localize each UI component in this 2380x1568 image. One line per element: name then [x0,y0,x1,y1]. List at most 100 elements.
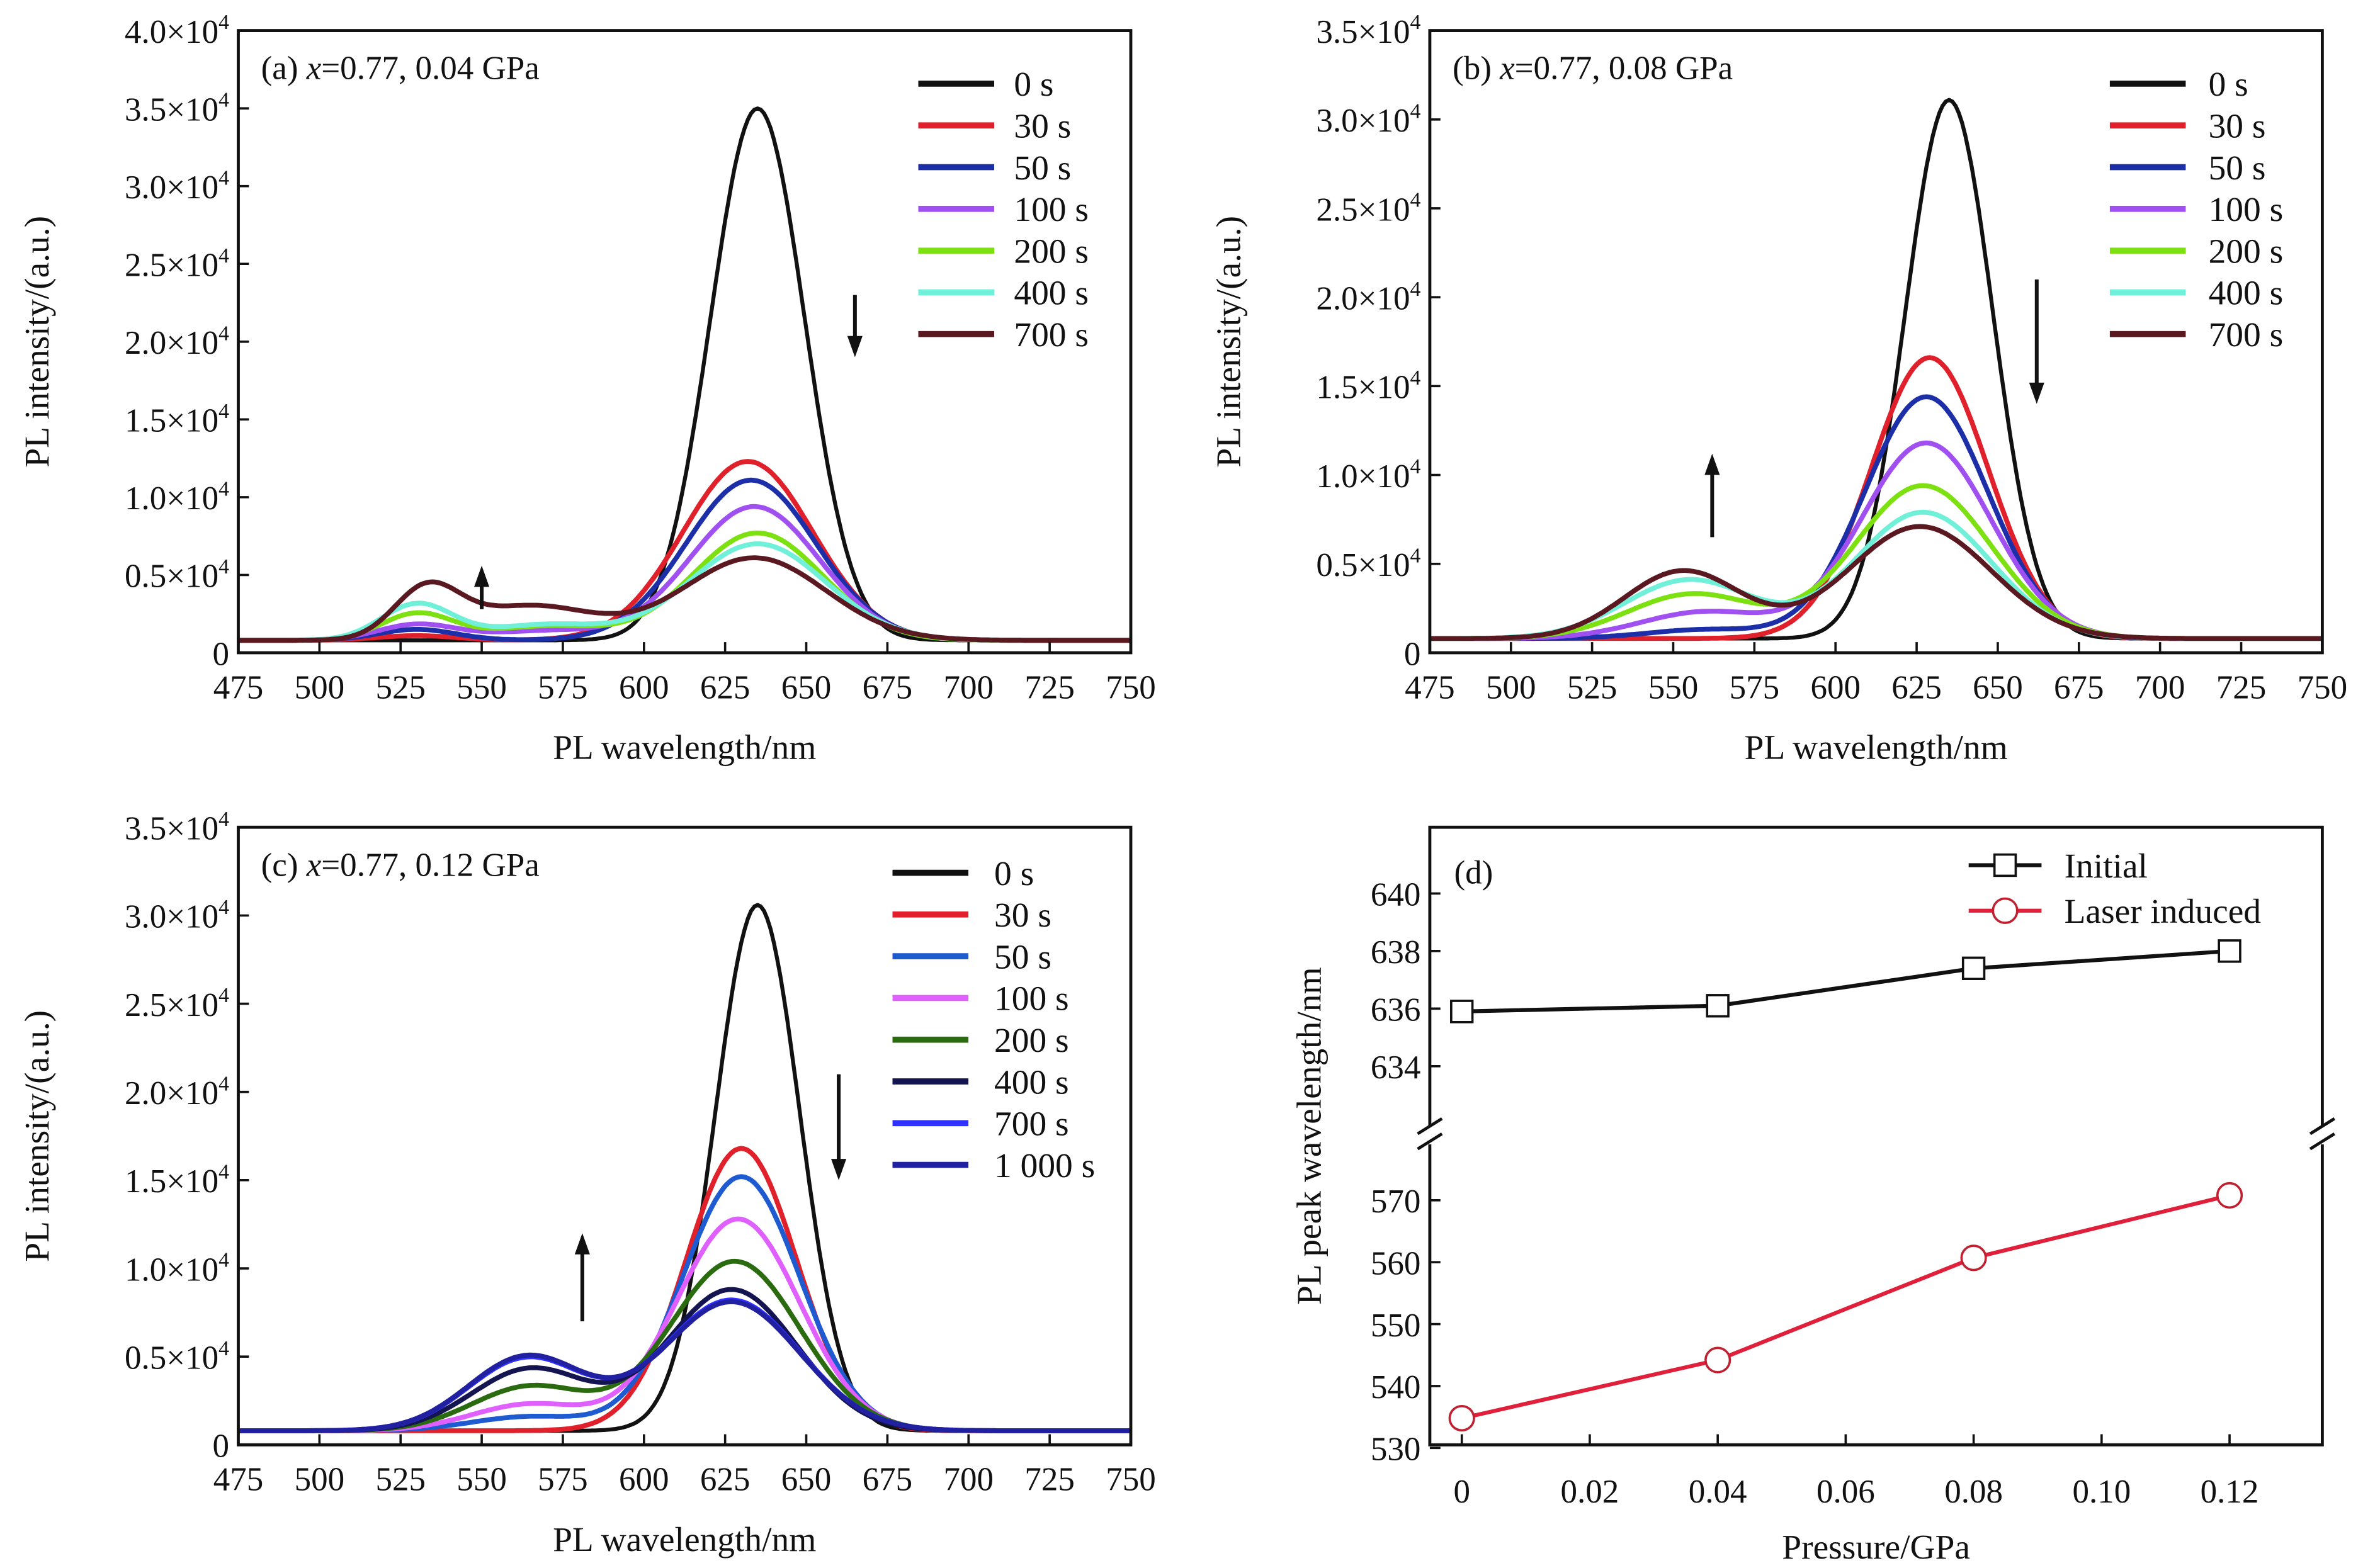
x-tick-label: 750 [1106,1462,1156,1498]
legend-label: 0 s [994,854,1034,893]
panel-b-spectra-0.08gpa: 475 500 525 550 575 600 625 650 675 700 725 750 0 0.5… [1210,11,2348,767]
legend-label: 50 s [1014,149,1071,187]
x-tick-label: 600 [1810,669,1861,706]
x-tick-label: 575 [538,1462,588,1498]
axis-break-mark [1417,1132,1443,1151]
y-tick-label: 4.0×104 [125,11,229,50]
y-axis-label: PL peak wavelength/nm [1289,967,1328,1305]
y-tick-label: 2.5×104 [125,244,229,284]
x-tick-label: 600 [619,1462,669,1498]
plot-frame [1428,29,2324,655]
y-tick-label: 1.5×104 [125,400,229,439]
series-line-laser-induced [1461,1193,2230,1421]
x-tick-label: 0.06 [1816,1474,1875,1510]
y-tick-label: 540 [1371,1369,1421,1406]
legend-label: 30 s [994,896,1051,934]
panel-a-spectra-0.04gpa: 475 500 525 550 575 600 625 650 675 700 725 750 0 0.5… [18,11,1156,767]
x-axis-label: PL wavelength/nm [553,728,816,767]
legend-label: 400 s [994,1063,1069,1101]
y-tick-label: 0 [213,636,230,672]
x-tick-label: 725 [1024,669,1075,706]
y-tick-label: 3.5×104 [125,808,229,847]
trend-arrow-down-head [847,336,863,358]
x-tick-label: 525 [1567,669,1618,706]
panel-c-spectra-0.12gpa: 475 500 525 550 575 600 625 650 675 700 725 750 0 0.5… [18,808,1156,1559]
legend-label: 700 s [1014,315,1089,354]
x-tick-label: 475 [213,669,264,706]
x-tick-label: 475 [1405,669,1455,706]
y-tick-label: 550 [1371,1307,1421,1344]
x-tick-label: 500 [295,669,345,706]
x-tick-label: 0.02 [1561,1474,1619,1510]
series-line-0s [1429,98,2323,641]
legend-label: 200 s [994,1021,1069,1059]
x-axis-label: PL wavelength/nm [553,1520,816,1559]
y-tick-label: 2.0×104 [125,322,229,361]
x-tick-label: 525 [375,1462,426,1498]
axis-break-mark [2309,1132,2335,1151]
data-point-square [2218,939,2241,963]
x-tick-label: 0.04 [1689,1474,1747,1510]
panel-label: (d) [1454,854,1493,891]
x-tick-label: 675 [863,1462,913,1498]
data-point-circle [1448,1404,1475,1432]
y-tick-label: 1.0×104 [125,1249,229,1289]
legend-label: 200 s [1014,232,1089,270]
axis-break-mark [2309,1117,2335,1136]
data-point-circle [1704,1346,1731,1373]
legend-marker-circle [1992,897,2019,924]
y-axis-label: PL intensity/(a.u.) [1210,216,1248,468]
plot-frame [237,29,1133,655]
data-point-circle [2216,1182,2243,1209]
y-tick-label: 1.0×104 [1316,455,1420,495]
x-axis-label: Pressure/GPa [1782,1528,1970,1566]
trend-arrow-up-head [574,1232,590,1255]
y-tick-label: 2.0×104 [1316,278,1420,317]
x-tick-label: 0 [1453,1474,1470,1510]
x-tick-label: 625 [700,1462,751,1498]
legend-label: Laser induced [2065,892,2262,930]
x-tick-label: 700 [2135,669,2185,706]
x-tick-label: 650 [781,669,832,706]
x-tick-label: 550 [1648,669,1699,706]
y-tick-label: 570 [1371,1183,1421,1220]
trend-arrow-up-head [1704,453,1720,475]
series-line-700s [238,555,1131,643]
x-tick-label: 625 [1891,669,1942,706]
legend-label: 200 s [2209,232,2284,270]
legend-label: 1 000 s [994,1146,1095,1185]
x-tick-label: 650 [781,1462,832,1498]
x-tick-label: 725 [1024,1462,1075,1498]
y-tick-label: 0.5×104 [125,1337,229,1377]
x-tick-label: 750 [2298,669,2348,706]
legend-label: 700 s [2209,315,2284,354]
y-tick-label: 2.5×104 [1316,189,1420,228]
data-point-square [1706,994,1730,1018]
legend-label: 50 s [994,937,1051,976]
legend-label: 100 s [994,979,1069,1018]
y-tick-label: 2.5×104 [125,984,229,1024]
panel-label: (a) x=0.77, 0.04 GPa [261,50,540,87]
spectra-curves [238,106,1131,643]
y-tick-label: 0.5×104 [1316,544,1420,584]
y-tick-label: 0 [213,1428,230,1465]
x-tick-label: 0.10 [2072,1474,2131,1510]
x-tick-label: 675 [863,669,913,706]
x-tick-label: 0.08 [1944,1474,2003,1510]
x-tick-label: 625 [700,669,751,706]
spectra-curves [1429,98,2323,641]
plot-frame [237,825,1133,1447]
series-line-400s [1429,509,2323,641]
data-point-square [1450,1000,1474,1024]
x-tick-label: 700 [943,669,994,706]
y-tick-label: 3.5×104 [1316,11,1420,50]
panel-label: (b) x=0.77, 0.08 GPa [1453,50,1733,87]
x-tick-label: 500 [295,1462,345,1498]
series-line-initial [1461,949,2230,1013]
series-line-1000s [238,1299,1131,1433]
x-tick-label: 650 [1973,669,2023,706]
x-tick-label: 575 [1730,669,1780,706]
